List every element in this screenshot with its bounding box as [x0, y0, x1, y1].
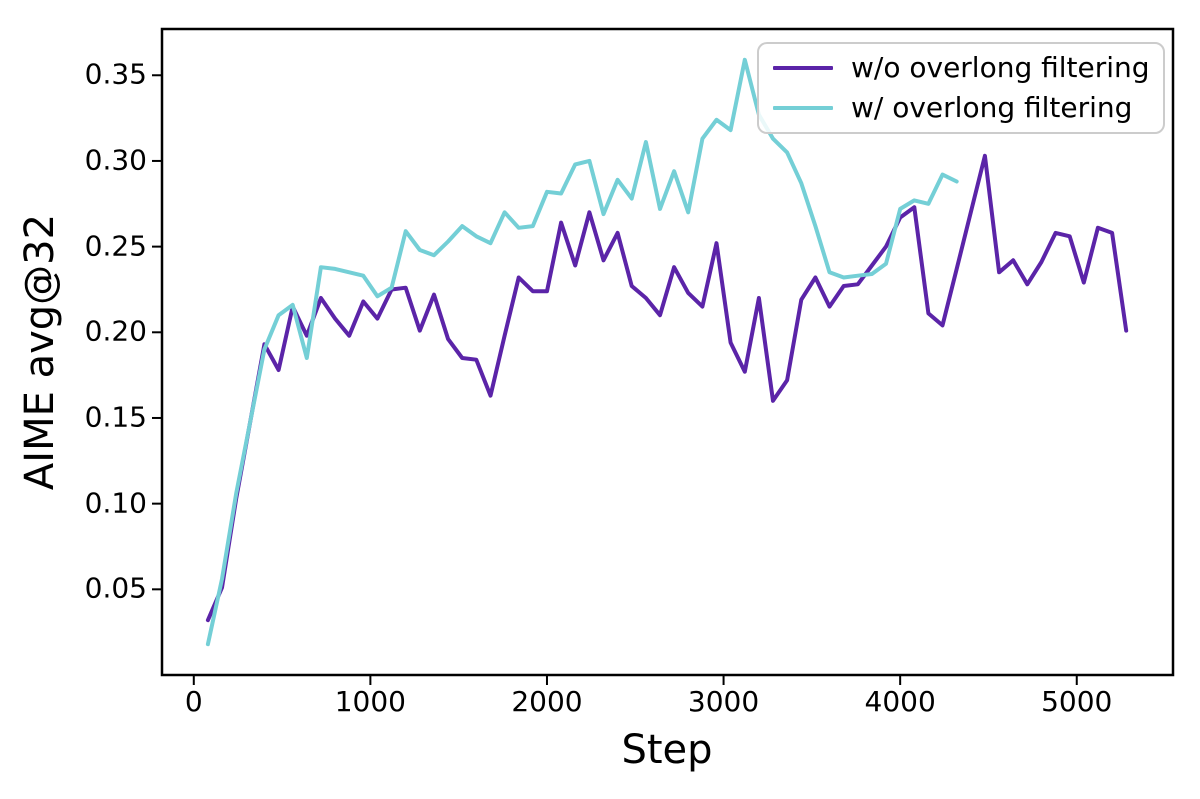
x-tick-label: 4000 [864, 685, 936, 718]
legend-label-without-filtering: w/o overlong filtering [851, 51, 1150, 84]
x-tick-label: 2000 [511, 685, 583, 718]
legend-row-without-filtering: w/o overlong filtering [773, 54, 1163, 82]
y-tick-label: 0.25 [84, 229, 147, 263]
legend-swatch-with-filtering [773, 106, 833, 110]
x-tick-label: 5000 [1041, 685, 1113, 718]
y-tick-label: 0.10 [84, 486, 147, 520]
x-tick-label: 3000 [687, 685, 760, 718]
legend-row-with-filtering: w/ overlong filtering [773, 94, 1163, 122]
legend-label-with-filtering: w/ overlong filtering [851, 91, 1133, 124]
series-line-without-overlong-filtering [205, 153, 1129, 623]
series-line-with-overlong-filtering [205, 57, 959, 647]
y-tick-label: 0.20 [84, 314, 147, 348]
x-tick-label: 1000 [334, 685, 407, 718]
axes-spines [160, 27, 1175, 677]
legend-swatch-without-filtering [773, 66, 833, 70]
y-tick-label: 0.35 [84, 57, 147, 91]
x-axis-label: Step [621, 727, 713, 773]
x-tick-label: 0 [184, 685, 203, 718]
legend: w/o overlong filtering w/ overlong filte… [757, 42, 1165, 134]
y-tick-label: 0.05 [84, 571, 147, 605]
y-tick-label: 0.15 [84, 400, 147, 434]
y-tick-label: 0.30 [84, 143, 147, 177]
